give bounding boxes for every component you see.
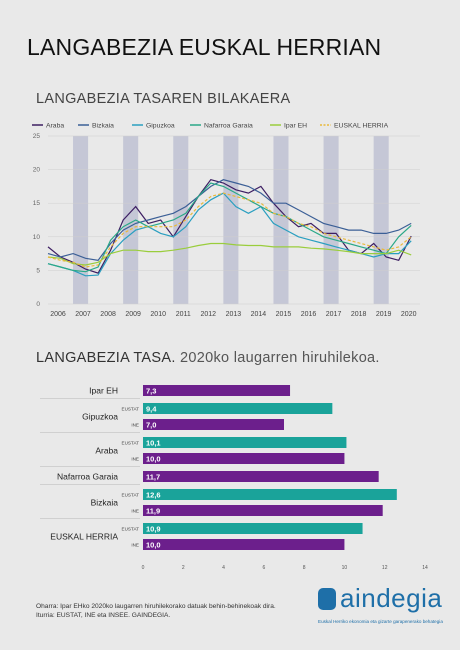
x-tick-label: 2013 [226,311,242,318]
bar-chart-title-bold: LANGABEZIA TASA. [36,350,176,366]
bar [143,403,333,414]
x-tick-label: 6 [262,565,265,571]
series-line [47,179,412,261]
bar [143,523,363,534]
legend-label: Nafarroa Garaia [204,123,253,130]
year-band [323,136,339,304]
series-line [47,242,412,266]
bar-chart-title-light: 2020ko laugarren hiruhilekoa. [180,350,380,366]
x-tick-label: 2006 [50,311,66,318]
x-tick-label: 0 [142,565,145,571]
bar-value-label: 11,7 [146,473,160,482]
bar [143,539,345,550]
year-band [173,136,189,304]
x-tick-label: 2010 [150,311,166,318]
bar-source-label: EUSTAT [122,441,140,446]
logo-tagline: Euskal Herriko ekonomia eta gizarte gara… [318,619,443,624]
x-tick-label: 2008 [100,311,116,318]
bar-source-label: INE [131,457,139,462]
bar-value-label: 10,0 [146,455,161,464]
legend-label: EUSKAL HERRIA [334,123,389,130]
bar-value-label: 7,3 [146,387,156,396]
group-label: Ipar EH [89,386,118,396]
y-tick-label: 0 [36,301,40,308]
year-band [73,136,89,304]
bar [143,437,347,448]
bar [143,385,291,396]
bar-chart-title: LANGABEZIA TASA. 2020ko laugarren hiruhi… [36,350,380,366]
y-tick-label: 15 [33,200,41,207]
group-label: Bizkaia [91,498,119,508]
x-tick-label: 2017 [326,311,342,318]
footer-note: Oharra: Ipar EHko 2020ko laugarren hiruh… [36,603,276,610]
x-tick-label: 4 [222,565,225,571]
bar-value-label: 10,0 [146,541,161,550]
bar [143,419,284,430]
line-chart-title: LANGABEZIA TASAREN BILAKAERA [36,91,291,107]
x-tick-label: 10 [342,565,348,571]
x-tick-label: 2018 [351,311,367,318]
x-tick-label: 2011 [176,311,191,318]
year-band [123,136,139,304]
legend-label: Gipuzkoa [146,123,175,130]
x-tick-label: 2019 [376,311,392,318]
bar [143,505,383,516]
x-tick-label: 2015 [276,311,292,318]
bar-source-label: INE [131,423,139,428]
bar-value-label: 12,6 [146,491,161,500]
line-chart: Araba Bizkaia Gipuzkoa Nafarroa Garaia Ipar … [32,123,420,318]
y-tick-label: 5 [36,267,40,274]
x-tick-label: 14 [422,565,428,571]
group-label: Araba [95,446,118,456]
x-tick-label: 2012 [201,311,217,318]
bar-source-label: EUSTAT [122,493,140,498]
legend-label: Ipar EH [284,123,307,130]
bar-value-label: 10,9 [146,525,161,534]
y-tick-label: 25 [33,133,41,140]
bar [143,471,379,482]
page-title: LANGABEZIA EUSKAL HERRIAN [27,34,382,60]
x-tick-label: 2020 [401,311,417,318]
x-tick-label: 8 [303,565,306,571]
x-tick-label: 2009 [125,311,141,318]
bar [143,489,397,500]
group-label: Gipuzkoa [82,412,118,422]
bar-value-label: 11,9 [146,507,160,516]
series-line [47,182,412,273]
logo-text: aindegia [340,583,443,613]
year-band [373,136,389,304]
x-tick-label: 2016 [301,311,317,318]
year-band [223,136,239,304]
bar-source-label: EUSTAT [122,407,140,412]
gaindegia-logo: aindegia Euskal Herriko ekonomia eta giz… [318,583,443,631]
y-tick-label: 10 [33,234,41,241]
x-tick-label: 2007 [75,311,91,318]
bar-source-label: EUSTAT [122,527,140,532]
group-label: Nafarroa Garaia [57,472,118,482]
x-tick-label: 2 [182,565,185,571]
footer: Oharra: Ipar EHko 2020ko laugarren hiruh… [36,602,276,620]
bar-value-label: 9,4 [146,405,157,414]
legend-label: Bizkaia [92,123,114,130]
bar-chart: Ipar EH 7,3 Gipuzkoa 9,4 EUSTAT 7,0 INE Araba 10… [40,385,428,571]
x-tick-label: 12 [382,565,388,571]
y-tick-label: 20 [33,167,41,174]
year-band [273,136,289,304]
bar-source-label: INE [131,543,139,548]
logo-g-mark-icon [318,588,336,610]
x-tick-label: 2014 [251,311,267,318]
series-line [47,192,412,268]
bar-source-label: INE [131,509,139,514]
bar [143,453,345,464]
bar-value-label: 7,0 [146,421,156,430]
group-label: EUSKAL HERRIA [50,532,118,542]
legend-label: Araba [46,123,64,130]
bar-value-label: 10,1 [146,439,161,448]
series-line [47,192,412,277]
footer-source: Iturria: EUSTAT, INE eta INSEE. GAINDEGI… [36,612,171,619]
